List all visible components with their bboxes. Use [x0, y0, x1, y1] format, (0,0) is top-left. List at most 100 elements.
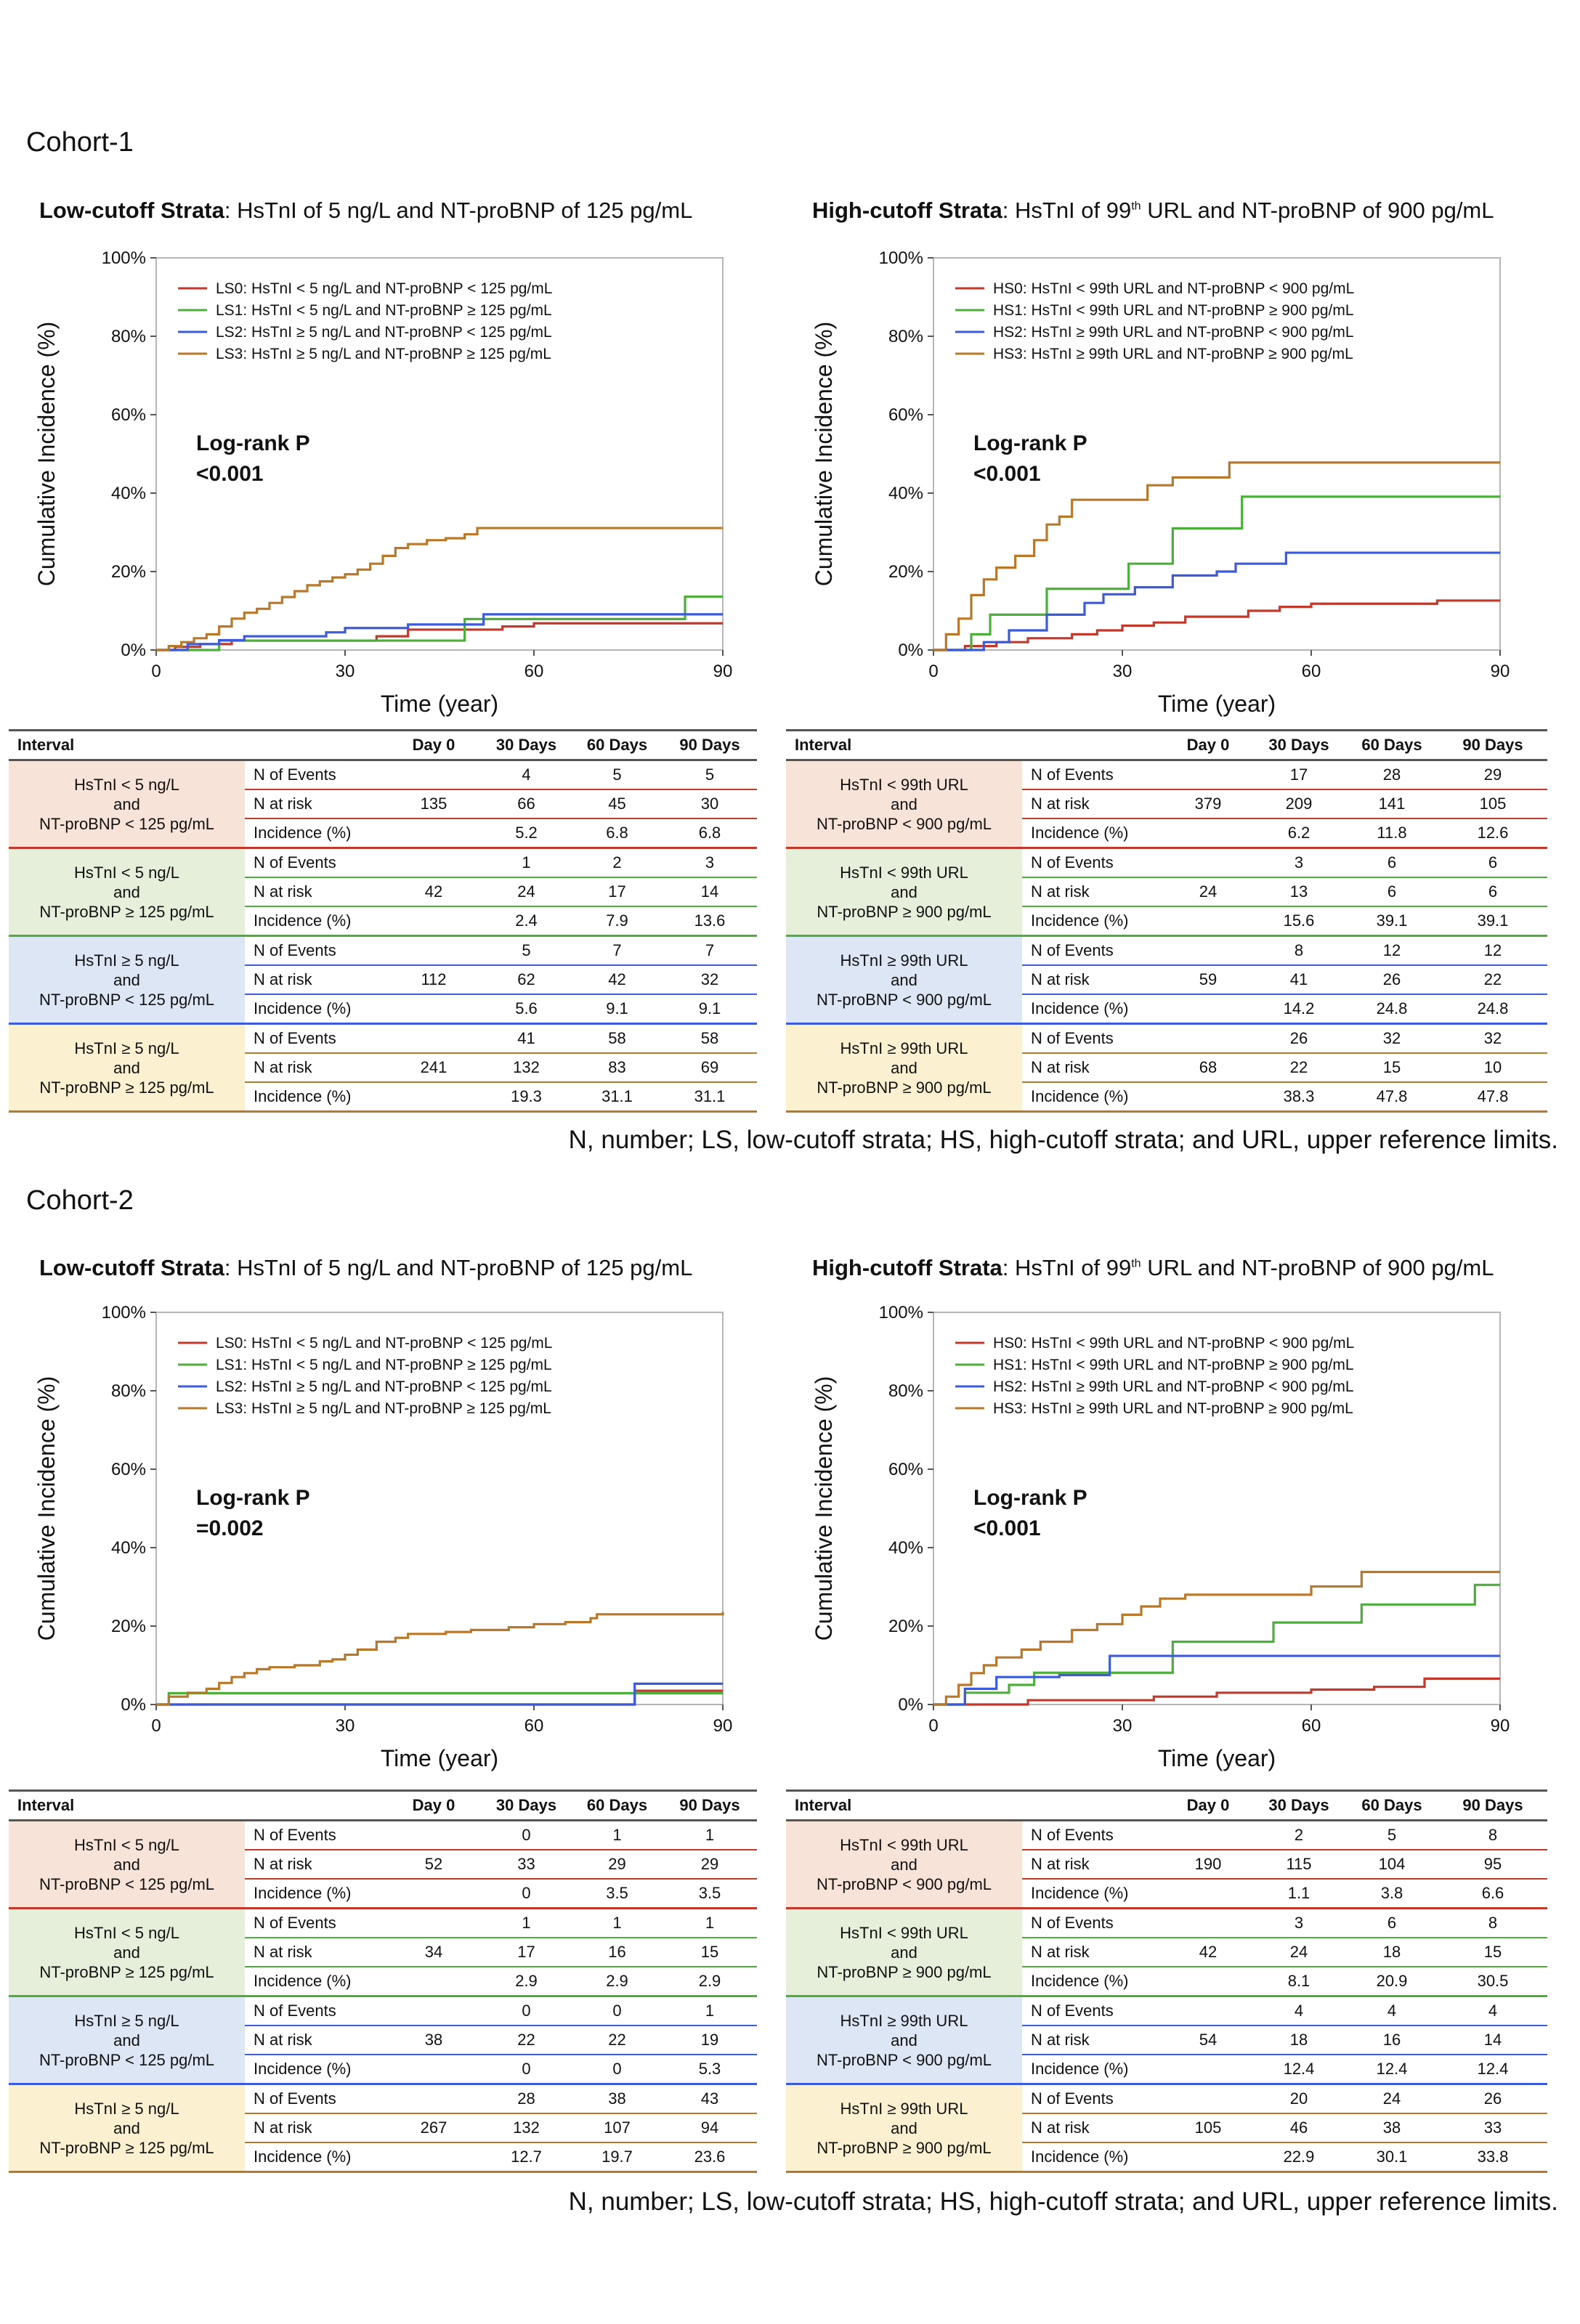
- table-row: Incidence (%) 8.1 20.9 30.5: [786, 1967, 1547, 1997]
- day0-cell: 112: [386, 965, 481, 995]
- day0-cell: [386, 818, 481, 849]
- group-label: HsTnI < 99th URL and NT-proBNP ≥ 900 pg/mL: [786, 848, 1022, 937]
- x-tick-label: 90: [1491, 1716, 1510, 1736]
- table-row: N at risk 59 41 26 22: [786, 965, 1547, 995]
- table-row: N at risk 34 17 16 15: [9, 1938, 757, 1967]
- table-header-cell: 90 Days: [1438, 729, 1547, 761]
- group-label: HsTnI < 5 ng/L and NT-proBNP ≥ 125 pg/mL: [9, 848, 245, 937]
- value-cell: 32: [1345, 1023, 1438, 1054]
- table-header-cell: Interval: [9, 1789, 245, 1821]
- value-cell: 8: [1438, 1908, 1547, 1938]
- row-label: N at risk: [1022, 1938, 1164, 1967]
- value-cell: 3.8: [1345, 1879, 1438, 1909]
- value-cell: 39.1: [1438, 906, 1547, 937]
- logrank-p-value: <0.001: [196, 462, 264, 486]
- group-label-line: NT-proBNP < 900 pg/mL: [816, 990, 992, 1009]
- value-cell: 5.6: [481, 994, 572, 1025]
- x-tick-label: 60: [524, 662, 544, 681]
- x-tick-label: 60: [1302, 662, 1321, 681]
- table-row: Incidence (%) 14.2 24.8 24.8: [786, 994, 1547, 1025]
- group-label-line: HsTnI ≥ 5 ng/L: [74, 1039, 179, 1057]
- y-tick-label: 100%: [102, 1303, 146, 1323]
- table-row: Incidence (%) 15.6 39.1 39.1: [786, 906, 1547, 937]
- row-label: Incidence (%): [245, 818, 386, 849]
- row-label: Incidence (%): [1022, 2055, 1164, 2085]
- table-row: HsTnI < 5 ng/L and NT-proBNP ≥ 125 pg/mL N …: [9, 848, 757, 937]
- x-tick-label: 30: [336, 662, 355, 681]
- value-cell: 58: [572, 1023, 663, 1054]
- value-cell: 22: [1252, 1053, 1345, 1083]
- value-cell: 0: [481, 1996, 572, 2026]
- group-label-line: and: [891, 795, 917, 813]
- value-cell: 31.1: [663, 1082, 757, 1113]
- legend-label: HS3: HsTnI ≥ 99th URL and NT-proBNP ≥ 90…: [993, 1400, 1353, 1417]
- table-row: Incidence (%) 5.2 6.8 6.8: [9, 818, 757, 849]
- value-cell: 19.7: [572, 2142, 663, 2173]
- series-line-ls2: [156, 1682, 723, 1706]
- value-cell: 46: [1252, 2113, 1345, 2143]
- series-line-ls1: [156, 595, 723, 651]
- value-cell: 5.3: [663, 2055, 757, 2085]
- cohort1-low-chart: 0% 20% 40% 60% 80% 100% 0 30 60 90 Time (year) Cumu…: [33, 248, 732, 717]
- day0-cell: [386, 906, 481, 937]
- row-label: N at risk: [1022, 789, 1164, 819]
- value-cell: 30.5: [1438, 1967, 1547, 1997]
- y-tick-label: 20%: [111, 1617, 146, 1636]
- group-label-line: and: [891, 1058, 917, 1077]
- value-cell: 12: [1438, 935, 1547, 966]
- series-line-ls3: [156, 527, 723, 651]
- table-header-cell: 90 Days: [663, 1789, 757, 1821]
- day0-cell: 38: [386, 2026, 481, 2055]
- value-cell: 24: [481, 877, 572, 907]
- table-row: Incidence (%) 1.1 3.8 6.6: [786, 1879, 1547, 1909]
- table-header-row: Interval Day 0 30 Days 60 Days 90 Days: [9, 729, 757, 761]
- value-cell: 3.5: [663, 1879, 757, 1909]
- value-cell: 2.9: [481, 1967, 572, 1997]
- day0-cell: [1164, 1820, 1252, 1850]
- value-cell: 2.4: [481, 906, 572, 937]
- series-line-hs1: [933, 495, 1500, 651]
- row-label: N of Events: [245, 848, 386, 878]
- cohort1-footnote: N, number; LS, low-cutoff strata; HS, hi…: [568, 1126, 1558, 1154]
- value-cell: 43: [663, 2084, 757, 2114]
- legend-label: LS1: HsTnI < 5 ng/L and NT-proBNP ≥ 125 …: [216, 302, 552, 319]
- value-cell: 45: [572, 789, 663, 819]
- day0-cell: [386, 1908, 481, 1938]
- value-cell: 33.8: [1438, 2142, 1547, 2173]
- value-cell: 62: [481, 965, 572, 995]
- table-row: Incidence (%) 19.3 31.1 31.1: [9, 1082, 757, 1113]
- group-label-line: HsTnI < 99th URL: [840, 1835, 968, 1854]
- legend-label: LS3: HsTnI ≥ 5 ng/L and NT-proBNP ≥ 125 …: [216, 1400, 551, 1417]
- table-row: HsTnI < 99th URL and NT-proBNP < 900 pg/mL…: [786, 760, 1547, 849]
- y-tick-label: 60%: [111, 405, 146, 425]
- table-header-cell: 60 Days: [1345, 1789, 1438, 1821]
- group-label: HsTnI ≥ 99th URL and NT-proBNP ≥ 900 pg/mL: [786, 1023, 1022, 1113]
- row-label: N at risk: [245, 877, 386, 907]
- row-label: Incidence (%): [245, 1879, 386, 1909]
- day0-cell: [386, 1879, 481, 1909]
- y-axis-label: Cumulative Incidence (%): [33, 322, 60, 587]
- value-cell: 1: [572, 1820, 663, 1850]
- legend-label: HS0: HsTnI < 99th URL and NT-proBNP < 90…: [993, 280, 1354, 297]
- group-label-line: HsTnI < 5 ng/L: [74, 863, 179, 882]
- group-label-line: and: [891, 2031, 917, 2049]
- day0-cell: [386, 1023, 481, 1054]
- table-row: Incidence (%) 2.4 7.9 13.6: [9, 906, 757, 937]
- logrank-label: Log-rank P: [196, 431, 310, 455]
- y-axis-label: Cumulative Incidence (%): [33, 1376, 60, 1641]
- table-header-cell: [1022, 729, 1164, 761]
- table-row: HsTnI ≥ 5 ng/L and NT-proBNP ≥ 125 pg/mL N …: [9, 1023, 757, 1113]
- value-cell: 4: [1438, 1996, 1547, 2026]
- row-label: N at risk: [245, 2026, 386, 2055]
- series-line-ls2: [156, 613, 723, 651]
- x-tick-label: 60: [1302, 1716, 1321, 1736]
- y-tick-label: 80%: [111, 1381, 146, 1401]
- value-cell: 47.8: [1345, 1082, 1438, 1113]
- group-label-line: and: [113, 1058, 140, 1077]
- row-label: N of Events: [1022, 1996, 1164, 2026]
- row-label: N at risk: [245, 965, 386, 995]
- group-label: HsTnI ≥ 5 ng/L and NT-proBNP ≥ 125 pg/mL: [9, 1023, 245, 1113]
- group-label-line: HsTnI < 99th URL: [840, 775, 968, 794]
- value-cell: 0: [572, 1996, 663, 2026]
- value-cell: 20: [1252, 2084, 1345, 2114]
